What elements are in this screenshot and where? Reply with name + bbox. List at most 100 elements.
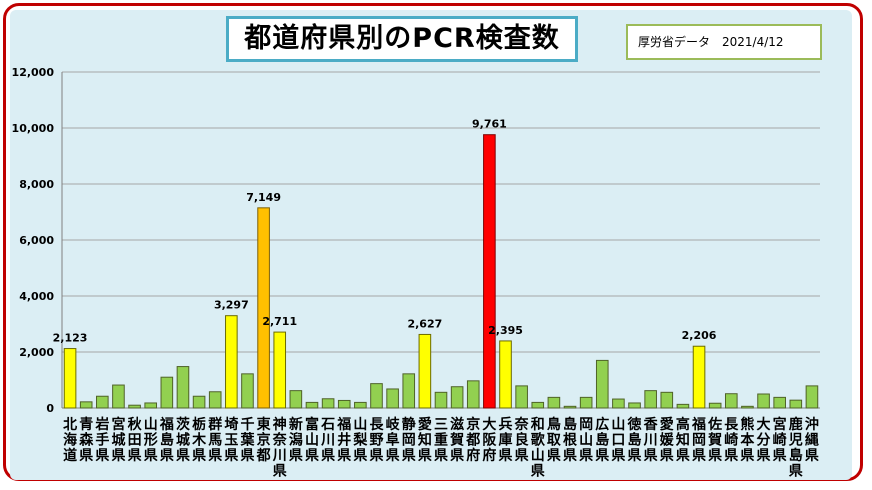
x-tick-label-char: 徳 (627, 416, 642, 433)
x-tick-label-char: 大 (482, 416, 496, 433)
x-tick-label-char: 庫 (499, 432, 513, 449)
x-tick-label-char: 高 (676, 416, 690, 433)
bar (579, 396, 593, 409)
x-tick-label-char: 県 (563, 448, 577, 464)
x-tick-label-char: 福 (691, 416, 706, 433)
x-tick-label-char: 大 (757, 416, 771, 433)
bar (515, 385, 528, 409)
x-tick-label-char: 県 (773, 448, 787, 464)
bar (241, 373, 254, 409)
x-tick-label-char: 北 (63, 417, 77, 433)
x-tick-label-char: 愛 (418, 416, 432, 433)
x-tick-label-char: 島 (789, 447, 803, 464)
x-tick-label-char: 県 (450, 448, 464, 464)
x-tick-label-char: 県 (337, 448, 351, 464)
x-tick-label-char: 木 (191, 432, 207, 449)
y-tick-label: 0 (46, 402, 54, 415)
bar (676, 403, 690, 409)
x-tick-label-char: 県 (305, 448, 319, 464)
x-tick-label-char: 山 (305, 433, 319, 449)
x-tick-label-char: 川 (320, 433, 335, 449)
bar (773, 396, 786, 409)
bar (192, 395, 206, 409)
x-tick-label-char: 岩 (94, 416, 109, 433)
x-tick-label-char: 県 (740, 448, 754, 464)
x-tick-label-char: 県 (595, 448, 609, 464)
x-tick-label-char: 長 (369, 417, 384, 433)
x-tick-label-char: 県 (789, 464, 803, 480)
x-tick-label-char: 三 (434, 417, 448, 433)
x-tick-label-char: 長 (724, 417, 739, 433)
y-tick-label: 6,000 (19, 234, 54, 247)
bar (273, 331, 287, 409)
x-tick-label-char: 阜 (386, 432, 400, 449)
x-tick-label-char: 滋 (450, 416, 464, 433)
x-tick-label-char: 群 (207, 416, 222, 433)
y-tick-label: 2,000 (19, 346, 54, 359)
x-tick-label-char: 県 (724, 448, 738, 464)
bar (434, 391, 448, 409)
data-label: 7,149 (246, 191, 281, 204)
x-tick-label-char: 県 (95, 448, 109, 464)
bar (257, 207, 270, 409)
bar (628, 402, 641, 409)
x-tick-label-char: 県 (402, 448, 416, 464)
bar (450, 386, 464, 409)
x-tick-label-char: 愛 (660, 416, 674, 433)
x-tick-label-char: 都 (465, 433, 480, 449)
x-tick-label-char: 岡 (579, 417, 593, 433)
x-tick-label-char: 県 (353, 448, 367, 464)
x-tick-label-char: 宮 (773, 416, 787, 433)
bar (789, 399, 803, 409)
x-tick-label-char: 県 (208, 448, 222, 464)
x-tick-label-char: 道 (63, 447, 77, 464)
bar (805, 385, 819, 409)
x-tick-label-char: 県 (611, 448, 625, 464)
x-tick-label-char: 阪 (482, 433, 497, 449)
data-label: 3,297 (214, 299, 249, 312)
bar (612, 398, 625, 409)
x-tick-label-char: 知 (418, 432, 432, 449)
y-tick-label: 10,000 (12, 122, 55, 135)
x-tick-label-char: 茨 (176, 416, 190, 433)
x-tick-label-char: 県 (757, 448, 771, 464)
bar (741, 405, 754, 409)
x-tick-label-char: 県 (289, 448, 303, 464)
x-tick-label-char: 県 (692, 448, 706, 464)
data-label: 2,123 (53, 332, 88, 345)
bar (499, 340, 512, 409)
x-tick-label-char: 玉 (224, 433, 238, 449)
x-tick-label-char: 城 (111, 432, 125, 449)
x-tick-label-char: 森 (79, 432, 94, 449)
bar (370, 383, 383, 409)
chart-title: 都道府県別のPCR検査数 (226, 16, 578, 62)
bar (225, 315, 238, 409)
x-tick-label-char: 田 (128, 433, 142, 449)
x-tick-label-char: 海 (63, 432, 77, 449)
x-tick-label-char: 富 (305, 416, 319, 433)
x-tick-label-char: 静 (402, 416, 416, 433)
x-tick-label-char: 賀 (707, 432, 722, 449)
x-tick-label-char: 県 (499, 448, 513, 464)
x-tick-label-char: 県 (418, 448, 432, 464)
x-tick-label-char: 千 (240, 416, 254, 433)
x-tick-label-char: 石 (320, 417, 335, 433)
x-tick-label-char: 福 (336, 416, 351, 433)
x-tick-label-char: 県 (321, 448, 335, 464)
date-label: 2021/4/12 (722, 35, 784, 49)
x-tick-label-char: 広 (595, 416, 609, 433)
x-tick-label-char: 県 (176, 448, 190, 464)
x-tick-label-char: 山 (353, 417, 367, 433)
x-tick-label-char: 県 (644, 448, 658, 464)
x-tick-label-char: 山 (611, 417, 625, 433)
x-tick-label-char: 県 (128, 448, 142, 464)
y-tick-label: 4,000 (19, 290, 54, 303)
x-tick-label-char: 重 (434, 432, 448, 449)
bar (337, 399, 351, 409)
x-tick-label-char: 県 (676, 448, 690, 464)
x-tick-label-char: 県 (369, 448, 383, 464)
x-tick-label-char: 島 (628, 432, 642, 449)
x-tick-label-char: 城 (176, 432, 190, 449)
x-tick-label-char: 県 (547, 448, 561, 464)
